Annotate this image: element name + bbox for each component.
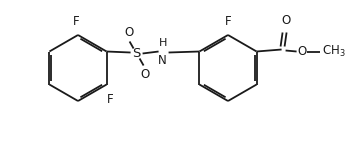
Text: F: F: [225, 15, 231, 28]
Text: O: O: [297, 45, 306, 58]
Text: O: O: [281, 15, 290, 27]
Text: CH$_3$: CH$_3$: [321, 44, 345, 59]
Text: O: O: [124, 25, 133, 39]
Text: H: H: [158, 39, 167, 49]
Text: O: O: [140, 69, 149, 82]
Text: F: F: [107, 92, 114, 106]
Text: N: N: [158, 54, 167, 67]
Text: S: S: [132, 47, 141, 60]
Text: F: F: [73, 15, 79, 28]
